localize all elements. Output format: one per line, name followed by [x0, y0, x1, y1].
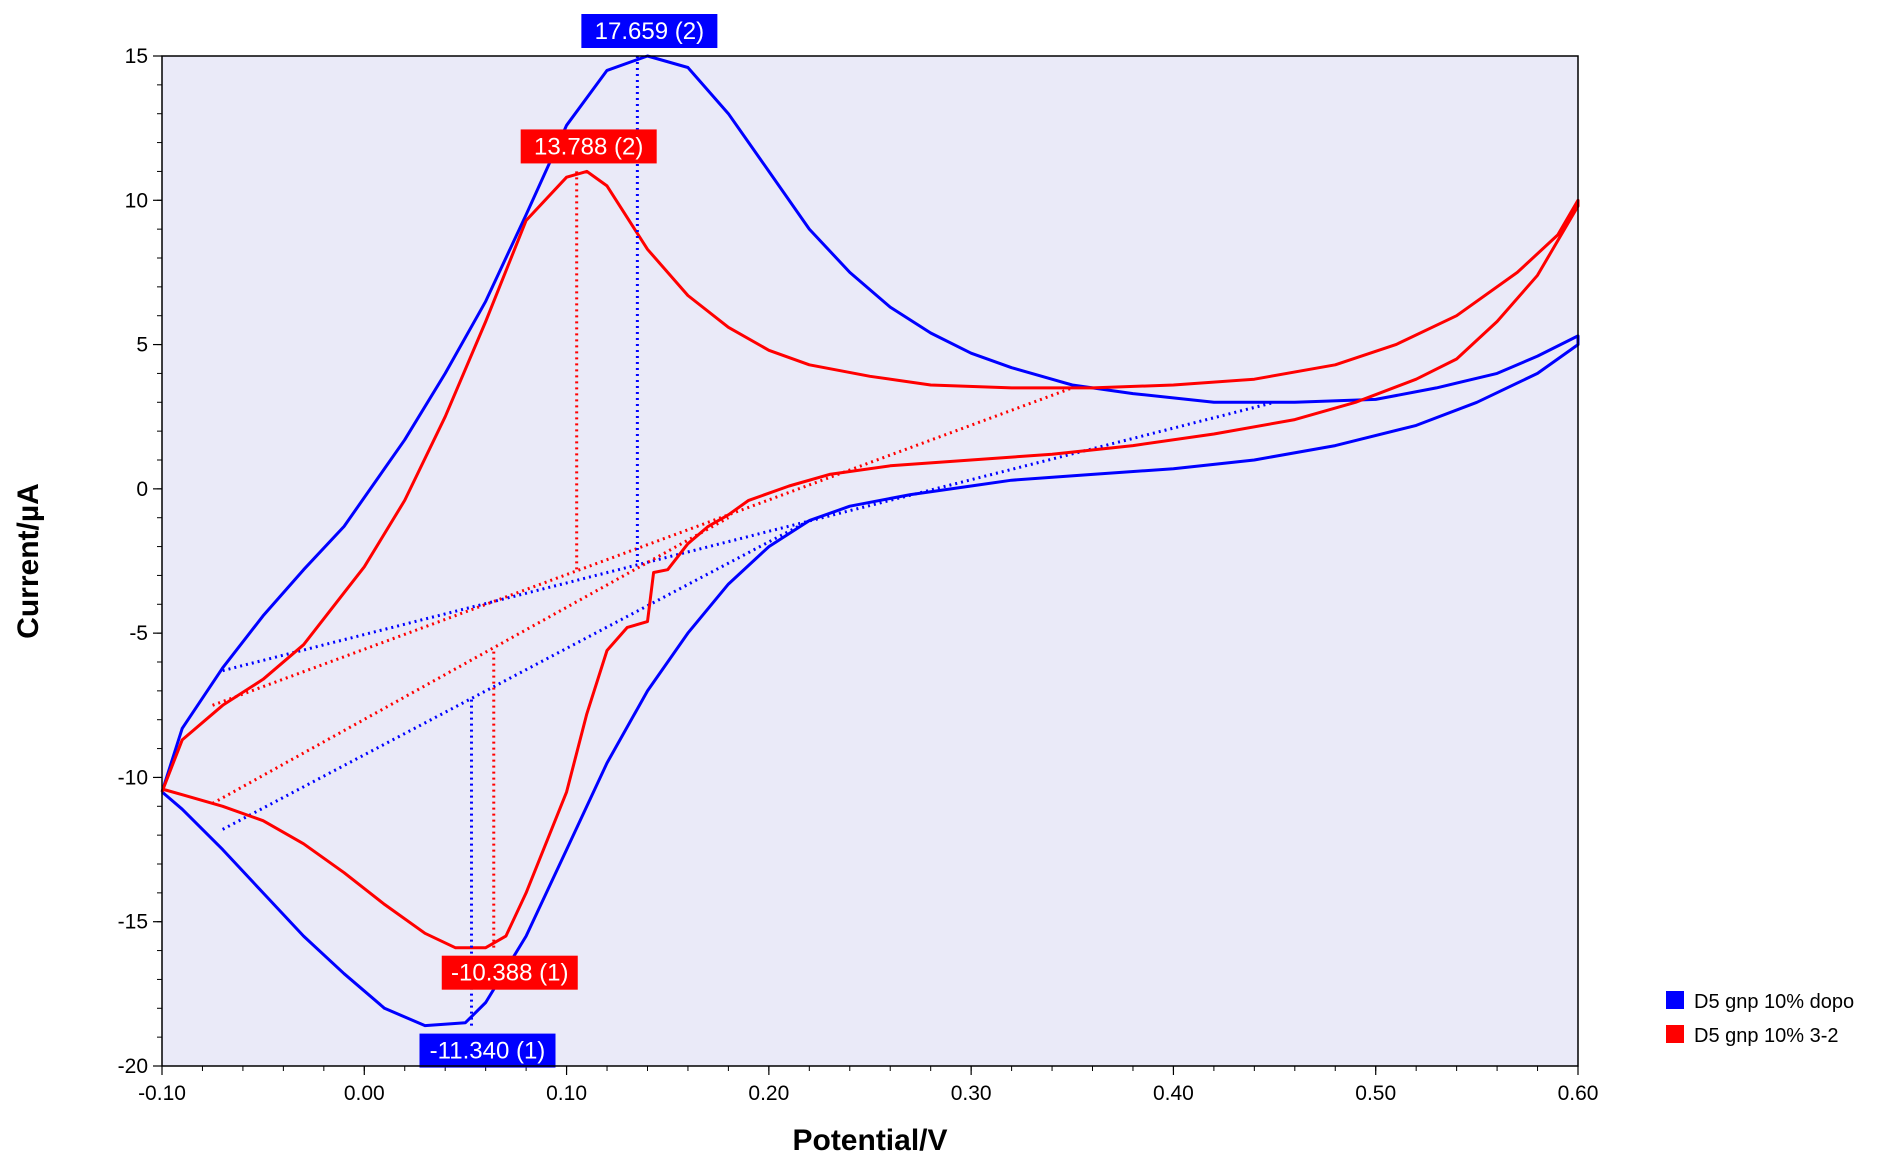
- peak-label-box: [520, 129, 657, 164]
- baseline-line: [221, 519, 811, 831]
- axis-layer: -0.10 0.00 0.10 0.20 0.30 0.40 0.50 0.60 15 10 5 0 -…: [118, 45, 1599, 1105]
- baseline-line: [212, 386, 1073, 707]
- plot-frame: [161, 55, 1579, 1067]
- y-tick-label: -20: [118, 1055, 148, 1078]
- baseline-line: [211, 516, 730, 805]
- x-tick-label: 0.30: [951, 1082, 992, 1105]
- series-layer: [160, 54, 1580, 1028]
- baseline-line: [222, 400, 1275, 673]
- y-tick-label: 10: [125, 189, 148, 212]
- x-tick-label: 0.20: [748, 1082, 789, 1105]
- x-axis-title: Potential/V: [792, 1124, 947, 1157]
- legend-swatch: [1666, 991, 1684, 1009]
- series-line-0: [160, 54, 1580, 1028]
- x-tick-label: 0.60: [1558, 1082, 1599, 1105]
- x-tick-label: 0.40: [1153, 1082, 1194, 1105]
- peak-label-box: [581, 14, 718, 48]
- baseline-layer: [211, 386, 1275, 831]
- series-line-1: [160, 169, 1580, 950]
- peak-label: -10.388 (1): [451, 960, 568, 987]
- peak-label: -11.340 (1): [430, 1038, 546, 1065]
- x-tick-label: 0.50: [1355, 1082, 1396, 1105]
- legend-swatch: [1666, 1025, 1684, 1043]
- y-tick-label: -5: [129, 622, 148, 645]
- x-tick-label: 0.10: [546, 1082, 587, 1105]
- legend-label: D5 gnp 10% 3-2: [1694, 1025, 1839, 1047]
- y-tick-label: 15: [125, 45, 148, 68]
- y-tick-label: -10: [118, 766, 148, 789]
- peak-label: 17.659 (2): [595, 18, 704, 45]
- x-tick-label: -0.10: [138, 1082, 186, 1105]
- y-tick-label: 0: [136, 478, 148, 501]
- plot-area: [162, 56, 1578, 1066]
- legend: D5 gnp 10% dopo D5 gnp 10% 3-2: [1666, 991, 1854, 1047]
- peak-label-box: [419, 1033, 556, 1068]
- y-tick-label: -15: [118, 911, 148, 934]
- peak-layer: 17.659 (2) -11.340 (1) 13.788 (2) -10.388 (…: [419, 14, 718, 1068]
- peak-label: 13.788 (2): [534, 133, 643, 160]
- legend-label: D5 gnp 10% dopo: [1694, 991, 1854, 1013]
- peak-label-box: [441, 955, 578, 990]
- y-tick-label: 5: [136, 334, 148, 357]
- y-axis-title: Current/µA: [12, 483, 45, 639]
- x-tick-label: 0.00: [344, 1082, 385, 1105]
